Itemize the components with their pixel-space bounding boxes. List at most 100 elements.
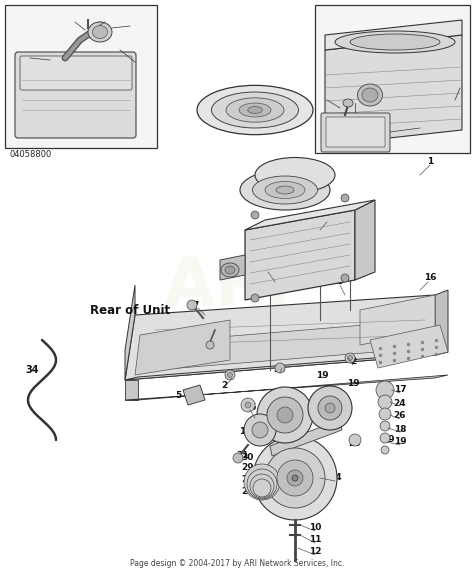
- Circle shape: [267, 407, 277, 417]
- Circle shape: [267, 397, 303, 433]
- Text: 16: 16: [424, 273, 436, 282]
- Polygon shape: [125, 295, 435, 380]
- Circle shape: [378, 395, 392, 409]
- Circle shape: [292, 475, 298, 481]
- Text: 36: 36: [126, 18, 138, 26]
- Ellipse shape: [362, 88, 378, 102]
- Text: 35: 35: [99, 14, 111, 22]
- Ellipse shape: [239, 103, 271, 117]
- Circle shape: [341, 274, 349, 282]
- Ellipse shape: [221, 263, 239, 277]
- Text: 19: 19: [382, 435, 394, 445]
- Ellipse shape: [92, 26, 108, 38]
- Polygon shape: [245, 210, 355, 300]
- Polygon shape: [183, 385, 205, 405]
- Text: 12: 12: [309, 547, 321, 556]
- Text: 32: 32: [204, 325, 216, 335]
- Circle shape: [253, 479, 271, 497]
- Text: 4: 4: [324, 214, 330, 222]
- Circle shape: [277, 460, 313, 496]
- Text: 7: 7: [322, 93, 328, 103]
- Circle shape: [251, 211, 259, 219]
- Text: 1: 1: [427, 158, 433, 167]
- Text: 23: 23: [264, 409, 276, 418]
- Text: 33: 33: [274, 366, 286, 375]
- Circle shape: [257, 387, 313, 443]
- Circle shape: [244, 414, 276, 446]
- Polygon shape: [360, 295, 435, 345]
- Text: 5: 5: [175, 391, 181, 399]
- Text: 30: 30: [242, 453, 254, 462]
- Polygon shape: [220, 255, 245, 280]
- Circle shape: [241, 398, 255, 412]
- Text: 22: 22: [331, 399, 343, 409]
- Text: 35: 35: [394, 124, 406, 132]
- FancyBboxPatch shape: [5, 5, 157, 148]
- Ellipse shape: [255, 158, 335, 193]
- Text: 19: 19: [394, 438, 406, 446]
- Text: 36: 36: [346, 95, 358, 104]
- Ellipse shape: [276, 186, 294, 194]
- Circle shape: [250, 474, 274, 498]
- Text: 21: 21: [302, 448, 314, 457]
- Ellipse shape: [343, 99, 353, 107]
- Text: 24: 24: [394, 398, 406, 407]
- FancyBboxPatch shape: [15, 52, 136, 138]
- Text: 15: 15: [244, 403, 256, 413]
- Circle shape: [349, 434, 361, 446]
- Ellipse shape: [350, 34, 440, 50]
- Polygon shape: [355, 200, 375, 280]
- Circle shape: [225, 370, 235, 380]
- Ellipse shape: [211, 92, 299, 128]
- Text: 25: 25: [349, 438, 361, 448]
- Ellipse shape: [248, 107, 262, 113]
- Circle shape: [187, 300, 197, 310]
- Circle shape: [318, 396, 342, 420]
- Circle shape: [345, 353, 355, 363]
- Circle shape: [341, 194, 349, 202]
- Polygon shape: [155, 320, 425, 370]
- FancyBboxPatch shape: [20, 56, 132, 90]
- Circle shape: [381, 446, 389, 454]
- Circle shape: [347, 355, 353, 360]
- Ellipse shape: [225, 266, 235, 274]
- Text: 9: 9: [139, 56, 145, 65]
- Text: Rear of Unit: Rear of Unit: [90, 304, 170, 316]
- Text: 04058800: 04058800: [10, 150, 52, 159]
- Circle shape: [251, 294, 259, 302]
- Text: 7: 7: [193, 300, 199, 309]
- Ellipse shape: [335, 31, 455, 53]
- Circle shape: [379, 408, 391, 420]
- Circle shape: [275, 363, 285, 373]
- Text: 20: 20: [279, 414, 291, 422]
- Circle shape: [247, 469, 277, 499]
- Polygon shape: [125, 375, 448, 400]
- Circle shape: [325, 403, 335, 413]
- Text: 28: 28: [242, 476, 254, 485]
- Text: 31: 31: [237, 450, 249, 460]
- Ellipse shape: [226, 98, 284, 122]
- Text: 27: 27: [242, 488, 255, 496]
- Ellipse shape: [253, 176, 318, 204]
- Polygon shape: [435, 290, 448, 355]
- FancyBboxPatch shape: [321, 113, 390, 152]
- Text: 9: 9: [365, 143, 371, 152]
- Circle shape: [287, 470, 303, 486]
- FancyBboxPatch shape: [315, 5, 470, 153]
- Text: 29: 29: [212, 337, 224, 347]
- Text: 26: 26: [394, 411, 406, 421]
- Polygon shape: [125, 285, 135, 380]
- Text: 18: 18: [394, 425, 406, 434]
- Polygon shape: [370, 325, 448, 368]
- Text: 38: 38: [14, 50, 26, 60]
- Circle shape: [233, 453, 243, 463]
- FancyBboxPatch shape: [326, 117, 385, 147]
- Ellipse shape: [88, 22, 112, 42]
- Text: 14: 14: [328, 473, 341, 482]
- Circle shape: [228, 372, 233, 378]
- Text: 29: 29: [242, 464, 255, 473]
- Circle shape: [265, 448, 325, 508]
- Circle shape: [308, 386, 352, 430]
- Circle shape: [253, 436, 337, 520]
- Text: 6: 6: [265, 264, 271, 273]
